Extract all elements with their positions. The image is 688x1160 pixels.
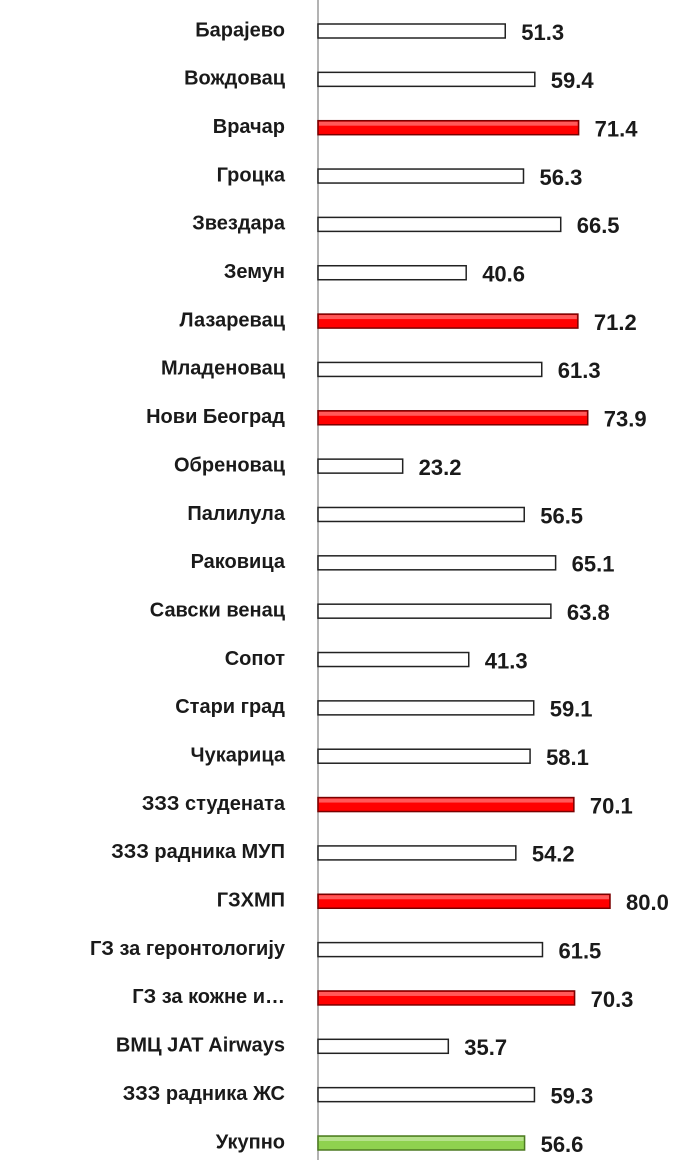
category-label: Вождовац [184,68,286,90]
category-label: Сопот [225,648,285,670]
value-label: 59.4 [551,68,595,93]
category-label: ГЗ за кожне и… [132,986,285,1008]
bar [317,216,562,233]
category-label: Младеновац [161,358,286,380]
bar-shine [319,798,573,803]
value-label: 58.1 [546,745,589,770]
category-label: ГЗХМП [217,890,285,912]
value-label: 65.1 [572,552,615,577]
bar [317,313,579,329]
category-label: ЗЗЗ студената [142,793,286,815]
value-label: 66.5 [577,213,620,238]
bar [317,71,536,88]
bar [317,700,535,716]
value-label: 56.6 [541,1132,584,1157]
bar [317,555,557,571]
category-label: Обреновац [174,454,286,476]
value-label: 80.0 [626,890,669,915]
category-label: ВМЦ JAT Airways [116,1035,285,1057]
bar [317,168,525,184]
category-label: Барајево [195,19,285,41]
category-label: Стари град [175,696,285,718]
bar [317,893,611,910]
category-label: Нови Београд [146,406,285,428]
value-label: 54.2 [532,842,575,867]
category-label: Земун [224,261,285,283]
value-label: 51.3 [521,20,564,45]
bar [317,1038,450,1055]
value-label: 71.2 [594,310,637,335]
bar-shine [319,1137,524,1141]
value-label: 40.6 [482,262,525,287]
bar [317,941,544,958]
bar [317,796,575,813]
category-label: ГЗ за геронтологију [90,938,286,960]
category-label: Раковица [191,551,286,573]
bar [317,458,404,474]
value-label: 61.3 [558,358,601,383]
bar [317,264,467,281]
category-label: Укупно [216,1131,285,1153]
category-label: Палилула [187,503,286,525]
bar-shine [319,315,577,320]
value-label: 56.3 [539,165,582,190]
category-label: Чукарица [191,744,286,766]
bar [317,1086,536,1103]
bar [317,410,589,426]
bar-shine [319,411,587,416]
value-label: 63.8 [567,600,610,625]
value-label: 23.2 [419,455,462,480]
value-label: 59.3 [550,1083,593,1108]
bar [317,361,543,378]
category-label: Савски венац [150,599,286,621]
category-label: Гроцка [217,164,286,186]
bar [317,1135,526,1151]
value-label: 70.1 [590,793,633,818]
bar [317,603,552,619]
bar [317,845,517,861]
bar [317,506,525,523]
category-label: Врачар [213,116,285,138]
bar-shine [319,895,609,900]
bar [317,23,506,39]
category-label: ЗЗЗ радника МУП [111,841,285,863]
bar-shine [319,991,574,996]
bar [317,651,470,668]
value-label: 35.7 [464,1035,507,1060]
bar-shine [319,121,578,126]
bar [317,748,531,764]
value-label: 59.1 [550,697,593,722]
value-label: 41.3 [485,648,528,673]
category-label: ЗЗЗ радника ЖС [123,1083,285,1105]
value-label: 71.4 [595,117,639,142]
bar [317,119,580,136]
value-label: 73.9 [604,407,647,432]
value-label: 61.5 [558,938,601,963]
category-label: Лазаревац [180,309,286,331]
value-label: 56.5 [540,503,583,528]
category-label: Звездара [192,213,286,235]
bar [317,990,576,1006]
value-label: 70.3 [591,987,634,1012]
